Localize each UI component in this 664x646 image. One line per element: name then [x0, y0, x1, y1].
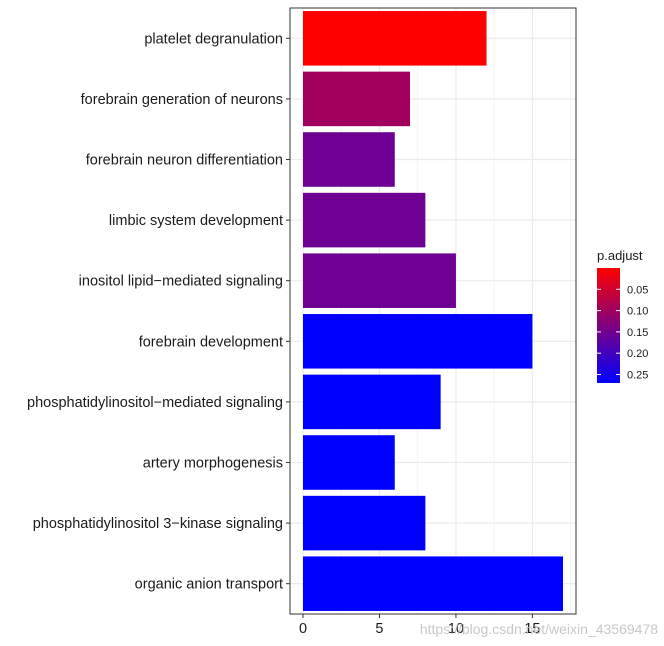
y-axis: platelet degranulation forebrain generati… [27, 31, 290, 593]
x-tick-label-2: 10 [448, 621, 464, 637]
bar-4 [303, 253, 456, 308]
legend-tick-label-1: 0.10 [627, 306, 648, 318]
legend-title: p.adjust [597, 248, 643, 263]
legend-tick-label-2: 0.15 [627, 327, 648, 339]
y-tick-label-2: forebrain neuron differentiation [86, 153, 283, 169]
y-tick-label-5: forebrain development [139, 334, 283, 350]
y-tick-label-6: phosphatidylinositol−mediated signaling [27, 395, 283, 411]
legend-tick-label-4: 0.25 [627, 369, 648, 381]
bar-3 [303, 192, 426, 248]
bar-0 [303, 11, 487, 66]
legend-tick-label-3: 0.20 [627, 348, 648, 360]
bar-1 [303, 71, 411, 127]
y-tick-label-7: artery morphogenesis [143, 456, 283, 472]
legend-colorbar [597, 268, 620, 383]
x-tick-label-0: 0 [299, 621, 307, 637]
y-tick-label-1: forebrain generation of neurons [81, 92, 283, 108]
bar-5 [303, 314, 533, 369]
bar-6 [303, 374, 441, 430]
x-axis: 0 5 10 15 [299, 614, 540, 637]
y-tick-label-9: organic anion transport [135, 577, 283, 593]
x-tick-label-3: 15 [524, 621, 540, 637]
bar-2 [303, 132, 395, 187]
y-tick-label-3: limbic system development [109, 213, 283, 229]
x-tick-label-1: 5 [375, 621, 383, 637]
bar-7 [303, 435, 395, 490]
plot-panel-border [289, 7, 577, 615]
y-tick-label-0: platelet degranulation [144, 31, 283, 47]
watermark-text: https://blog.csdn.net/weixin_43569478 [420, 621, 658, 637]
legend-tick-label-0: 0.05 [627, 284, 648, 296]
bar-8 [303, 495, 426, 551]
y-tick-label-4: inositol lipid−mediated signaling [79, 274, 283, 290]
bar-9 [303, 556, 563, 611]
y-tick-label-8: phosphatidylinositol 3−kinase signaling [33, 516, 283, 532]
bars [303, 11, 563, 611]
color-legend: p.adjust 0.05 0.10 0.15 0.20 0.25 [597, 248, 648, 383]
